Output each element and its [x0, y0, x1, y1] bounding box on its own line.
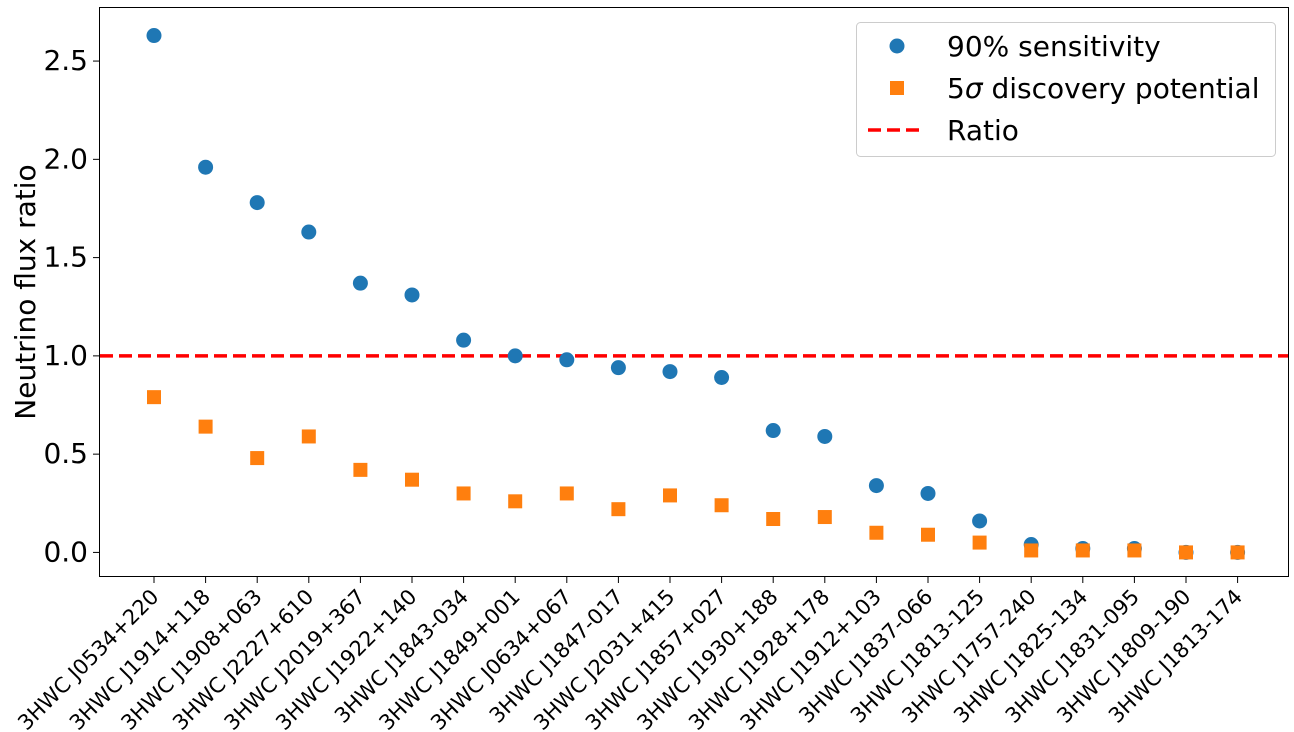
y-tick-label: 0.0: [43, 535, 88, 568]
y-axis: 0.0 0.5 1.0 1.5 2.0 2.5: [43, 44, 100, 568]
discovery-point: [1024, 543, 1039, 558]
legend-label-sensitivity: 90% sensitivity: [947, 30, 1161, 63]
discovery-point: [1179, 545, 1193, 560]
discovery-point: [972, 535, 987, 550]
sensitivity-point: [610, 360, 626, 376]
sensitivity-point: [559, 352, 575, 368]
sensitivity-point: [868, 478, 884, 494]
legend-marker-sensitivity: [889, 38, 905, 54]
discovery-point: [508, 494, 523, 509]
discovery-point: [611, 502, 626, 517]
sensitivity-point: [146, 28, 162, 44]
discovery-point: [198, 419, 213, 434]
sensitivity-point: [456, 332, 472, 348]
discovery-point: [405, 472, 419, 487]
discovery-point: [1230, 545, 1245, 560]
sensitivity-point: [301, 224, 317, 240]
sensitivity-point: [662, 364, 678, 380]
discovery-point: [869, 525, 884, 540]
legend-label-discovery: 5σ discovery potential: [947, 72, 1259, 105]
discovery-point: [250, 451, 265, 466]
discovery-point: [147, 390, 161, 405]
sensitivity-point: [198, 159, 214, 175]
legend-label-ratio: Ratio: [947, 114, 1019, 147]
sensitivity-point: [765, 423, 781, 439]
sensitivity-point: [714, 369, 730, 385]
discovery-point: [1075, 543, 1090, 558]
discovery-point: [766, 512, 781, 527]
discovery-point: [663, 488, 677, 503]
sensitivity-point: [249, 195, 265, 211]
discovery-point: [301, 429, 316, 444]
y-tick-label: 2.0: [43, 142, 88, 175]
discovery-point: [1127, 543, 1142, 558]
discovery-point: [921, 527, 935, 542]
plot-area: [99, 7, 1289, 577]
sensitivity-point: [920, 485, 936, 501]
sensitivity-point: [817, 428, 833, 444]
sensitivity-point: [404, 287, 420, 303]
discovery-point: [817, 510, 832, 525]
sensitivity-point: [972, 513, 988, 529]
legend: 90% sensitivity 5σ discovery potential R…: [856, 22, 1276, 157]
discovery-point: [714, 498, 729, 513]
discovery-point: [353, 462, 368, 477]
legend-marker-discovery: [890, 81, 904, 95]
sensitivity-point: [507, 348, 523, 364]
y-tick-label: 1.5: [43, 241, 88, 274]
discovery-point: [559, 486, 574, 501]
y-tick-label: 1.0: [43, 339, 88, 372]
series-discovery-potential: [147, 390, 1245, 560]
y-tick-label: 0.5: [43, 437, 88, 470]
sensitivity-point: [352, 275, 368, 291]
y-tick-label: 2.5: [43, 44, 88, 77]
legend-box: [856, 22, 1276, 157]
discovery-point: [456, 486, 471, 501]
y-axis-label: Neutrino flux ratio: [9, 164, 42, 419]
